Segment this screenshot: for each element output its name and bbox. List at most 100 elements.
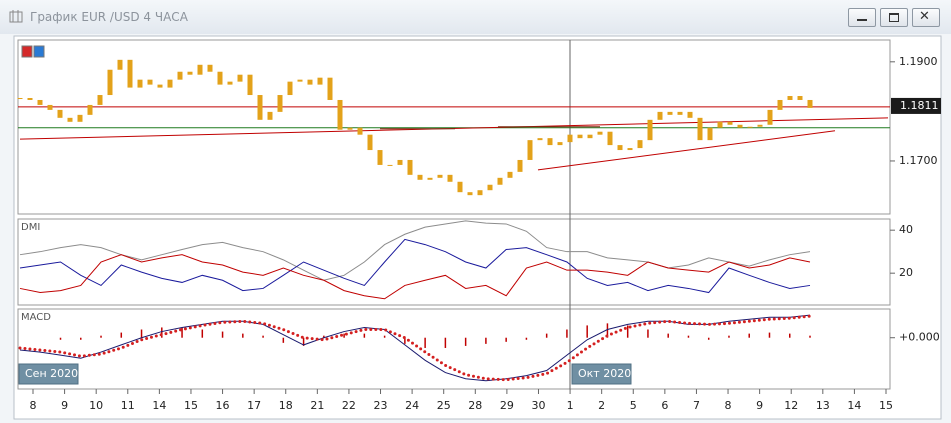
candle-body	[147, 79, 153, 85]
candle-body	[377, 150, 383, 165]
candle-body	[177, 71, 183, 80]
candle-body	[67, 117, 73, 122]
minimize-button[interactable]	[848, 8, 876, 27]
candle-body	[37, 99, 43, 105]
candle-body	[577, 134, 583, 139]
y-tick-label: 40	[899, 223, 913, 236]
candle-body	[767, 109, 773, 125]
x-tick-label: 13	[816, 399, 830, 412]
candle-body	[547, 138, 553, 146]
x-tick-label: 17	[247, 399, 261, 412]
candle-body	[747, 126, 753, 128]
candle-body	[697, 117, 703, 141]
candle-body	[257, 95, 263, 120]
dmi-pane	[17, 218, 891, 306]
candle-body	[587, 134, 593, 139]
x-tick-label: 2	[598, 399, 605, 412]
chart-area	[13, 35, 942, 420]
candle-body	[97, 95, 103, 105]
close-button[interactable]: ✕	[912, 8, 940, 27]
candle-body	[597, 131, 603, 135]
candle-body	[517, 159, 523, 172]
candle-body	[447, 174, 453, 182]
candle-body	[807, 99, 813, 108]
series-line	[19, 238, 811, 294]
candle-body	[777, 99, 783, 110]
candle-body	[477, 190, 483, 196]
x-tick-label: 29	[500, 399, 514, 412]
pane-label: MACD	[21, 312, 51, 323]
candle-body	[397, 159, 403, 165]
x-tick-label: 16	[216, 399, 230, 412]
period-label-box	[18, 363, 79, 385]
candle-body	[647, 119, 653, 141]
candle-body	[27, 98, 33, 100]
candle-body	[167, 79, 173, 88]
candle-body	[207, 64, 213, 72]
candle-body	[347, 127, 353, 130]
title-bar: График EUR /USD 4 ЧАСА ✕	[0, 0, 951, 34]
candle-body	[787, 96, 793, 100]
candle-body	[267, 111, 273, 120]
candle-body	[757, 124, 763, 127]
candle-body	[237, 74, 243, 82]
candle-body	[57, 109, 63, 118]
x-tick-label: 18	[279, 399, 293, 412]
candle-body	[87, 104, 93, 115]
candle-body	[727, 121, 733, 125]
candle-body	[617, 145, 623, 151]
pane-label: DMI	[21, 222, 40, 233]
macd-pane	[17, 308, 891, 390]
candle-body	[327, 77, 333, 100]
window-title: График EUR /USD 4 ЧАСА	[30, 10, 188, 24]
candle-body	[187, 71, 193, 75]
x-tick-label: 6	[661, 399, 668, 412]
candle-body	[557, 142, 563, 146]
candle-body	[287, 81, 293, 96]
x-tick-label: 14	[152, 399, 166, 412]
candle-body	[637, 140, 643, 149]
candle-body	[627, 148, 633, 151]
x-tick-label: 23	[374, 399, 388, 412]
x-tick-label: 21	[310, 399, 324, 412]
candle-body	[677, 111, 683, 115]
candle-body	[297, 79, 303, 82]
candle-body	[197, 64, 203, 75]
series-line	[18, 314, 812, 382]
y-tick-label: 1.1700	[899, 154, 938, 167]
candle-body	[717, 121, 723, 128]
x-tick-label: 1	[567, 399, 574, 412]
x-tick-label: 30	[531, 399, 545, 412]
period-label: Сен 2020	[25, 367, 78, 380]
candle-body	[707, 127, 713, 141]
window-icon	[9, 10, 23, 23]
indicator-icon	[21, 45, 33, 58]
candle-body	[157, 84, 163, 88]
candle-body	[607, 131, 613, 146]
candle-body	[537, 138, 543, 141]
candle-body	[427, 177, 433, 180]
y-tick-label: 20	[899, 266, 913, 279]
x-tick-label: 7	[693, 399, 700, 412]
candle-body	[137, 79, 143, 88]
candle-body	[127, 59, 133, 88]
candle-body	[387, 164, 393, 166]
candle-body	[417, 174, 423, 180]
period-label-box	[571, 363, 632, 385]
series-line	[19, 254, 811, 300]
candle-body	[737, 124, 743, 128]
x-tick-label: 8	[30, 399, 37, 412]
period-label: Окт 2020	[578, 367, 631, 380]
restore-button[interactable]	[880, 8, 908, 27]
candle-body	[217, 71, 223, 85]
candle-body	[227, 81, 233, 85]
candle-body	[307, 79, 313, 85]
price-label-box	[891, 97, 941, 114]
candle-body	[107, 69, 113, 96]
x-tick-label: 15	[184, 399, 198, 412]
x-tick-label: 12	[784, 399, 798, 412]
candle-body	[357, 127, 363, 135]
candle-body	[337, 99, 343, 130]
x-tick-label: 25	[437, 399, 451, 412]
